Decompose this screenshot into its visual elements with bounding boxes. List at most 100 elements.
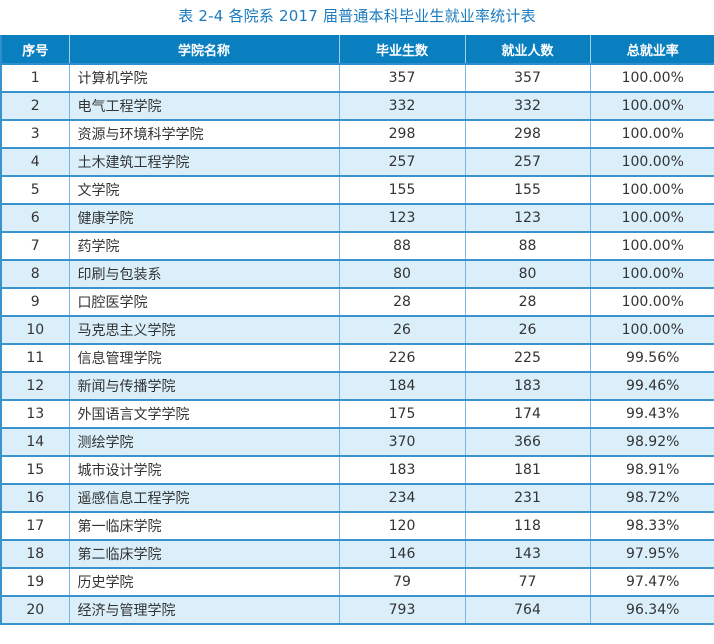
table-row: 15 城市设计学院 183 181 98.91%	[0, 456, 714, 485]
header-employment-rate: 总就业率	[589, 35, 714, 65]
cell-college-name: 第一临床学院	[68, 512, 339, 541]
cell-index: 11	[0, 344, 69, 373]
table-row: 4 土木建筑工程学院 257 257 100.00%	[0, 148, 714, 177]
cell-graduates: 357	[338, 64, 465, 93]
cell-college-name: 信息管理学院	[68, 344, 339, 373]
table-row: 8 印刷与包装系 80 80 100.00%	[0, 260, 714, 289]
cell-employment-rate: 100.00%	[589, 64, 714, 93]
cell-employed: 28	[464, 288, 590, 317]
cell-graduates: 80	[338, 260, 465, 289]
cell-index: 20	[0, 596, 69, 625]
table-row: 7 药学院 88 88 100.00%	[0, 232, 714, 261]
cell-college-name: 电气工程学院	[68, 92, 339, 121]
cell-employment-rate: 99.56%	[589, 344, 714, 373]
cell-employed: 183	[464, 372, 590, 401]
cell-graduates: 332	[338, 92, 465, 121]
cell-employed: 366	[464, 428, 590, 457]
cell-graduates: 123	[338, 204, 465, 233]
cell-employment-rate: 98.72%	[589, 484, 714, 513]
cell-graduates: 793	[338, 596, 465, 625]
header-college-name: 学院名称	[68, 35, 339, 65]
cell-employed: 764	[464, 596, 590, 625]
cell-index: 14	[0, 428, 69, 457]
cell-employment-rate: 100.00%	[589, 260, 714, 289]
cell-college-name: 健康学院	[68, 204, 339, 233]
cell-college-name: 新闻与传播学院	[68, 372, 339, 401]
cell-index: 2	[0, 92, 69, 121]
cell-graduates: 226	[338, 344, 465, 373]
table-row: 19 历史学院 79 77 97.47%	[0, 568, 714, 597]
cell-employed: 181	[464, 456, 590, 485]
cell-index: 7	[0, 232, 69, 261]
cell-employment-rate: 100.00%	[589, 120, 714, 149]
cell-college-name: 测绘学院	[68, 428, 339, 457]
cell-graduates: 370	[338, 428, 465, 457]
cell-employed: 225	[464, 344, 590, 373]
cell-index: 3	[0, 120, 69, 149]
cell-college-name: 计算机学院	[68, 64, 339, 93]
table-row: 20 经济与管理学院 793 764 96.34%	[0, 596, 714, 625]
cell-graduates: 79	[338, 568, 465, 597]
table-title: 表 2-4 各院系 2017 届普通本科毕业生就业率统计表	[178, 7, 536, 25]
cell-employed: 231	[464, 484, 590, 513]
cell-employment-rate: 98.92%	[589, 428, 714, 457]
cell-graduates: 155	[338, 176, 465, 205]
cell-employment-rate: 100.00%	[589, 92, 714, 121]
cell-graduates: 257	[338, 148, 465, 177]
table-row: 12 新闻与传播学院 184 183 99.46%	[0, 372, 714, 401]
cell-employed: 155	[464, 176, 590, 205]
cell-employment-rate: 100.00%	[589, 232, 714, 261]
cell-college-name: 遥感信息工程学院	[68, 484, 339, 513]
cell-index: 13	[0, 400, 69, 429]
cell-index: 1	[0, 64, 69, 93]
cell-employment-rate: 100.00%	[589, 176, 714, 205]
cell-employment-rate: 100.00%	[589, 204, 714, 233]
cell-index: 17	[0, 512, 69, 541]
cell-employed: 298	[464, 120, 590, 149]
cell-employed: 357	[464, 64, 590, 93]
cell-college-name: 资源与环境科学学院	[68, 120, 339, 149]
cell-graduates: 120	[338, 512, 465, 541]
table-row: 16 遥感信息工程学院 234 231 98.72%	[0, 484, 714, 513]
cell-index: 19	[0, 568, 69, 597]
cell-college-name: 城市设计学院	[68, 456, 339, 485]
cell-college-name: 历史学院	[68, 568, 339, 597]
header-index: 序号	[0, 35, 69, 65]
cell-index: 18	[0, 540, 69, 569]
table-row: 14 测绘学院 370 366 98.92%	[0, 428, 714, 457]
cell-index: 10	[0, 316, 69, 345]
table-row: 11 信息管理学院 226 225 99.56%	[0, 344, 714, 373]
cell-college-name: 口腔医学院	[68, 288, 339, 317]
cell-college-name: 外国语言文学学院	[68, 400, 339, 429]
table-row: 18 第二临床学院 146 143 97.95%	[0, 540, 714, 569]
cell-index: 16	[0, 484, 69, 513]
employment-rate-table: 序号 学院名称 毕业生数 就业人数 总就业率 1 计算机学院 357 357 100.0…	[0, 35, 714, 625]
cell-college-name: 文学院	[68, 176, 339, 205]
table-header-row: 序号 学院名称 毕业生数 就业人数 总就业率	[0, 35, 714, 65]
cell-graduates: 28	[338, 288, 465, 317]
header-graduates: 毕业生数	[338, 35, 465, 65]
header-employed: 就业人数	[464, 35, 590, 65]
cell-index: 4	[0, 148, 69, 177]
cell-index: 9	[0, 288, 69, 317]
cell-index: 5	[0, 176, 69, 205]
cell-employment-rate: 99.46%	[589, 372, 714, 401]
cell-graduates: 298	[338, 120, 465, 149]
cell-index: 12	[0, 372, 69, 401]
cell-college-name: 第二临床学院	[68, 540, 339, 569]
cell-employed: 118	[464, 512, 590, 541]
cell-employed: 88	[464, 232, 590, 261]
table-row: 5 文学院 155 155 100.00%	[0, 176, 714, 205]
cell-graduates: 26	[338, 316, 465, 345]
cell-graduates: 234	[338, 484, 465, 513]
table-row: 1 计算机学院 357 357 100.00%	[0, 64, 714, 93]
table-row: 6 健康学院 123 123 100.00%	[0, 204, 714, 233]
cell-graduates: 146	[338, 540, 465, 569]
cell-employed: 26	[464, 316, 590, 345]
cell-college-name: 经济与管理学院	[68, 596, 339, 625]
table-row: 2 电气工程学院 332 332 100.00%	[0, 92, 714, 121]
cell-employment-rate: 97.95%	[589, 540, 714, 569]
cell-employment-rate: 100.00%	[589, 148, 714, 177]
cell-employed: 77	[464, 568, 590, 597]
cell-graduates: 184	[338, 372, 465, 401]
